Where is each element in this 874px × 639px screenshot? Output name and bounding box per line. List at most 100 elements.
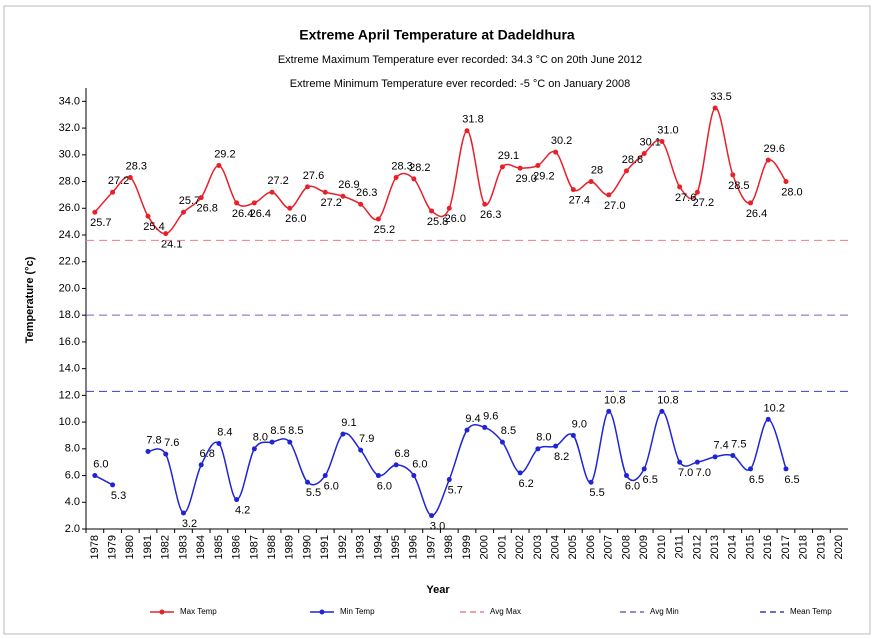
data-point (765, 416, 771, 422)
data-label: 8.4 (217, 426, 232, 438)
data-point (110, 189, 116, 195)
x-tick-label: 1997 (425, 535, 437, 559)
data-point (251, 446, 257, 452)
data-label: 29.1 (498, 150, 519, 162)
x-tick-label: 1983 (177, 535, 189, 559)
data-point (588, 179, 594, 185)
x-tick-label: 1981 (142, 535, 154, 559)
data-label: 6.5 (784, 474, 799, 486)
data-point (322, 189, 328, 195)
subtitle: Extreme Minimum Temperature ever recorde… (290, 78, 630, 90)
data-point (429, 513, 435, 519)
x-tick-label: 1993 (355, 535, 367, 559)
data-point (358, 447, 364, 453)
data-label: 28 (591, 164, 603, 176)
data-label: 6.0 (412, 458, 427, 470)
data-point (677, 184, 683, 190)
data-label: 26.4 (746, 208, 767, 220)
data-label: 27.0 (604, 200, 625, 212)
data-label: 25.2 (374, 224, 395, 236)
data-point (411, 176, 417, 182)
data-label: 9.1 (341, 417, 356, 429)
data-point (251, 200, 257, 206)
data-point (322, 473, 328, 479)
data-label: 7.6 (164, 437, 179, 449)
x-tick-label: 2015 (744, 535, 756, 559)
x-tick-label: 2020 (833, 535, 845, 559)
data-label: 5.3 (111, 490, 126, 502)
data-point (305, 479, 311, 485)
data-point (606, 408, 612, 414)
data-label: 7.0 (678, 467, 693, 479)
data-point (145, 448, 151, 454)
data-label: 29.6 (764, 143, 785, 155)
legend-label: Avg Max (490, 607, 521, 616)
x-tick-label: 2019 (815, 535, 827, 559)
x-tick-label: 2018 (798, 535, 810, 559)
legend-label: Min Temp (340, 607, 375, 616)
data-point (712, 454, 718, 460)
data-point (180, 510, 186, 516)
x-tick-label: 1994 (372, 535, 384, 559)
data-label: 6.0 (93, 458, 108, 470)
data-label: 9.4 (465, 413, 480, 425)
data-label: 31.0 (657, 124, 678, 136)
data-point (198, 195, 204, 201)
data-point (340, 431, 346, 437)
y-tick-label: 6.0 (65, 469, 80, 481)
x-tick-label: 1989 (284, 535, 296, 559)
y-tick-label: 26.0 (59, 202, 80, 214)
data-point (163, 231, 169, 237)
data-point (659, 138, 665, 144)
data-point (375, 473, 381, 479)
data-label: 7.0 (696, 467, 711, 479)
data-label: 26.4 (232, 208, 253, 220)
y-tick-label: 28.0 (59, 175, 80, 187)
data-point (535, 446, 541, 452)
data-label: 26.3 (356, 187, 377, 199)
data-label: 28.2 (409, 162, 430, 174)
data-label: 6.8 (200, 448, 215, 460)
x-tick-label: 1978 (89, 535, 101, 559)
data-label: 8.0 (253, 432, 268, 444)
data-point (730, 453, 736, 458)
x-tick-label: 1992 (337, 535, 349, 559)
data-label: 27.2 (108, 175, 129, 187)
y-tick-label: 24.0 (59, 229, 80, 241)
data-label: 6.0 (324, 480, 339, 492)
data-point (340, 193, 346, 199)
data-label: 7.4 (713, 440, 728, 452)
data-point (499, 164, 505, 170)
data-label: 8.5 (270, 425, 285, 437)
data-point (535, 163, 541, 169)
x-tick-label: 2003 (532, 535, 544, 559)
x-tick-label: 2006 (585, 535, 597, 559)
y-tick-label: 18.0 (59, 309, 80, 321)
data-point (623, 168, 629, 174)
subtitle: Extreme Maximum Temperature ever recorde… (278, 54, 642, 66)
x-tick-label: 1988 (266, 535, 278, 559)
x-tick-label: 2008 (620, 535, 632, 559)
data-label: 26.3 (480, 209, 501, 221)
data-point (783, 466, 789, 472)
data-label: 5.7 (448, 484, 463, 496)
x-tick-label: 2014 (727, 535, 739, 559)
data-point (358, 201, 364, 207)
data-point (482, 424, 488, 430)
data-label: 8.0 (536, 432, 551, 444)
data-label: 3.0 (430, 521, 445, 533)
data-point (446, 477, 452, 483)
data-label: 28.5 (728, 180, 749, 192)
data-label: 9.0 (572, 418, 587, 430)
data-point (234, 200, 240, 206)
data-point (623, 473, 629, 479)
data-label: 33.5 (710, 91, 731, 103)
legend-label: Max Temp (180, 607, 217, 616)
x-tick-label: 2009 (638, 535, 650, 559)
x-tick-label: 1996 (408, 535, 420, 559)
x-tick-label: 2001 (496, 535, 508, 559)
data-point (694, 189, 700, 195)
x-tick-label: 1987 (248, 535, 260, 559)
data-point (446, 205, 452, 211)
data-label: 7.9 (359, 433, 374, 445)
